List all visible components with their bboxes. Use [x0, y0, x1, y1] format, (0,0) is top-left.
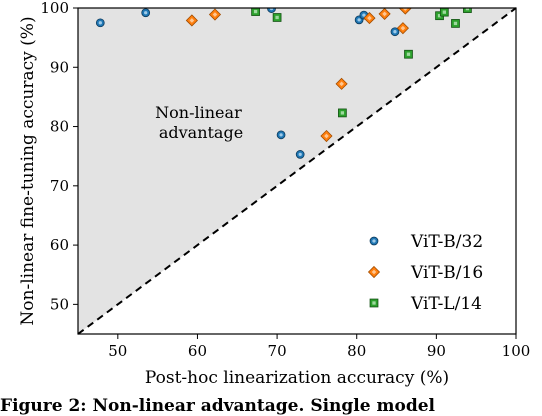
point-vit-b-16	[378, 8, 391, 20]
legend-marker-vit-b-32	[369, 236, 379, 246]
non-linear-advantage-annotation: Non-linear advantage	[155, 103, 247, 142]
y-axis-label: Non-linear fine-tuning accuracy (%)	[18, 16, 38, 325]
scatter-chart: 50 60 70 80 90 100 50 60 70 80 90 100 Post-hoc lin…	[18, 0, 530, 388]
point-vit-b-16	[185, 14, 198, 27]
point-vit-b-16	[396, 22, 409, 35]
y-tick-label: 70	[50, 177, 69, 195]
x-tick-label: 90	[427, 342, 446, 360]
annotation-line-1: Non-linear	[155, 103, 242, 122]
point-vit-b-16	[320, 129, 333, 143]
x-axis-ticks: 50 60 70 80 90 100	[108, 334, 530, 360]
y-tick-label: 80	[50, 118, 69, 136]
figure-caption: Figure 2: Non-linear advantage. Single m…	[0, 396, 435, 416]
point-vit-l-14	[272, 13, 282, 22]
x-tick-label: 50	[108, 342, 127, 360]
point-vit-l-14	[251, 8, 260, 16]
legend-marker-vit-l-14	[369, 298, 379, 308]
legend-marker-vit-b-16	[367, 265, 381, 279]
x-axis-label: Post-hoc linearization accuracy (%)	[145, 368, 449, 388]
legend-label-vit-b-16: ViT-B/16	[410, 263, 483, 283]
point-vit-b-16	[335, 77, 348, 90]
point-vit-b-32	[95, 18, 105, 28]
y-tick-label: 50	[50, 295, 69, 313]
point-vit-l-14	[451, 19, 460, 28]
point-vit-b-16	[363, 12, 376, 25]
x-tick-label: 100	[502, 342, 531, 360]
y-tick-label: 60	[50, 236, 69, 254]
y-tick-label: 100	[40, 0, 69, 17]
non-linear-advantage-region	[78, 8, 516, 334]
y-tick-label: 90	[50, 58, 69, 76]
x-tick-label: 80	[347, 342, 366, 360]
legend-label-vit-l-14: ViT-L/14	[410, 294, 482, 314]
x-tick-label: 60	[188, 342, 207, 360]
plot-frame	[77, 7, 517, 335]
point-vit-l-14	[338, 108, 347, 118]
y-axis-ticks: 50 60 70 80 90 100	[40, 0, 78, 313]
legend-label-vit-b-32: ViT-B/32	[410, 232, 483, 252]
legend: ViT-B/32 ViT-B/16 ViT-L/14	[367, 232, 483, 314]
point-vit-b-16	[399, 8, 412, 15]
point-vit-b-16	[208, 8, 222, 21]
point-vit-l-14	[439, 8, 449, 17]
x-tick-label: 70	[268, 342, 287, 360]
point-vit-b-32	[390, 27, 400, 37]
point-vit-b-32	[295, 150, 305, 159]
point-vit-b-32	[141, 8, 151, 18]
point-vit-l-14	[404, 49, 413, 59]
annotation-line-2: advantage	[159, 123, 243, 142]
point-vit-b-32	[276, 130, 286, 140]
